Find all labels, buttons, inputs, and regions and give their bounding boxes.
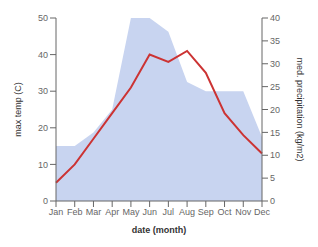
- svg-text:35: 35: [270, 36, 280, 46]
- svg-text:10: 10: [38, 160, 48, 170]
- svg-text:30: 30: [38, 86, 48, 96]
- svg-text:Aug: Aug: [179, 207, 195, 217]
- svg-text:Apr: Apr: [105, 207, 119, 217]
- svg-text:Sep: Sep: [198, 207, 214, 217]
- svg-text:10: 10: [270, 150, 280, 160]
- svg-text:max temp (C): max temp (C): [13, 82, 23, 137]
- svg-text:Jul: Jul: [163, 207, 175, 217]
- svg-text:15: 15: [270, 128, 280, 138]
- svg-text:May: May: [122, 207, 140, 217]
- svg-text:Mar: Mar: [86, 207, 102, 217]
- svg-text:date (month): date (month): [132, 225, 187, 235]
- svg-text:20: 20: [270, 105, 280, 115]
- svg-text:25: 25: [270, 82, 280, 92]
- svg-text:Nov: Nov: [235, 207, 252, 217]
- svg-text:Jun: Jun: [142, 207, 157, 217]
- svg-text:40: 40: [38, 50, 48, 60]
- svg-text:5: 5: [270, 173, 275, 183]
- svg-text:Jan: Jan: [49, 207, 64, 217]
- svg-text:Feb: Feb: [67, 207, 83, 217]
- svg-text:Oct: Oct: [218, 207, 233, 217]
- svg-text:40: 40: [270, 13, 280, 23]
- svg-text:Dec: Dec: [254, 207, 271, 217]
- svg-text:0: 0: [270, 196, 275, 206]
- svg-text:0: 0: [43, 196, 48, 206]
- svg-text:30: 30: [270, 59, 280, 69]
- svg-text:20: 20: [38, 123, 48, 133]
- svg-text:med. precipitation (kg/m2): med. precipitation (kg/m2): [295, 57, 305, 161]
- svg-text:50: 50: [38, 13, 48, 23]
